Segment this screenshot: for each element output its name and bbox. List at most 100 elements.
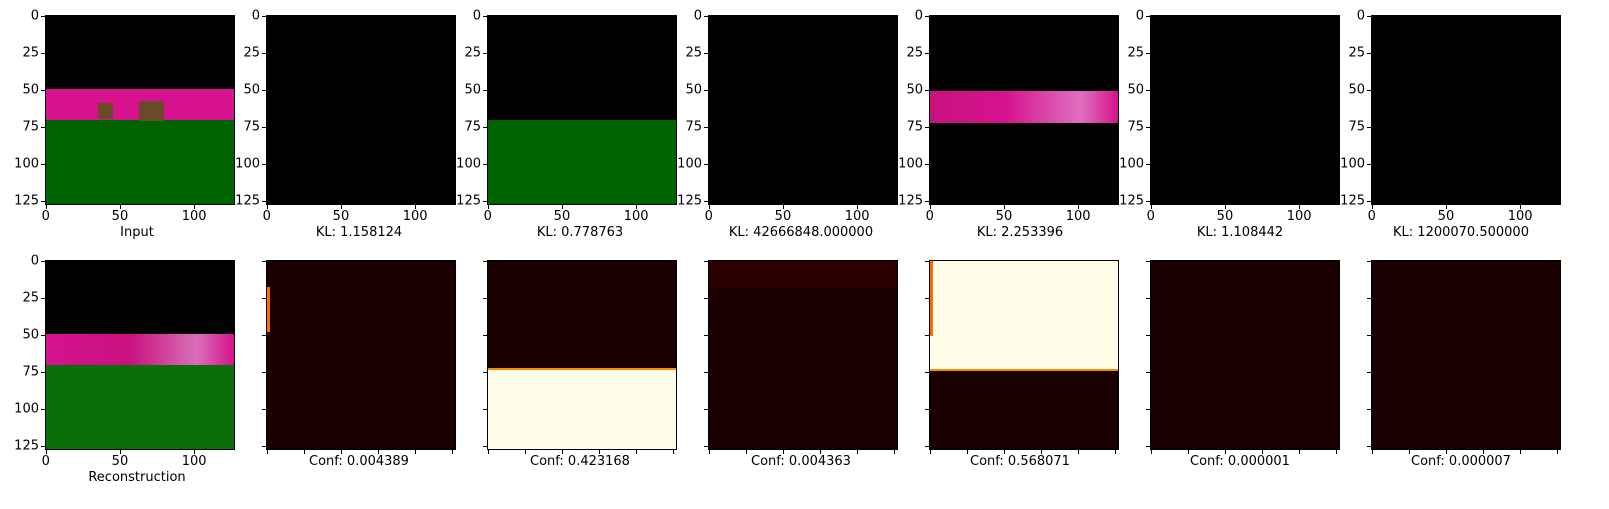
x-tick-label: 100 xyxy=(1286,209,1312,224)
y-tick xyxy=(483,15,487,17)
x-tick xyxy=(415,205,417,209)
y-tick xyxy=(262,201,266,203)
y-tick-label: 50 xyxy=(464,82,481,98)
y-tick-label: 25 xyxy=(906,45,923,61)
caption-conf-1: Conf: 0.004389 xyxy=(309,454,409,469)
y-tick xyxy=(1146,89,1150,91)
y-tick xyxy=(704,89,708,91)
y-tick-label: 75 xyxy=(906,119,923,135)
caption-kl-6: KL: 1200070.500000 xyxy=(1393,225,1529,240)
x-tick xyxy=(1557,450,1559,454)
x-tick xyxy=(1224,450,1226,454)
y-tick-label: 100 xyxy=(14,156,39,172)
x-tick xyxy=(1371,205,1373,209)
y-tick xyxy=(1367,334,1371,336)
y-tick-label: 0 xyxy=(1135,8,1144,24)
x-tick-label: 50 xyxy=(995,209,1013,224)
x-tick xyxy=(1150,450,1152,454)
y-tick xyxy=(262,89,266,91)
y-tick xyxy=(1367,52,1371,54)
y-tick xyxy=(1367,297,1371,299)
caption-kl-3: KL: 42666848.000000 xyxy=(728,225,874,240)
y-tick-label: 125 xyxy=(1119,193,1144,209)
y-tick xyxy=(925,260,929,262)
confident-region xyxy=(930,261,1118,371)
y-tick xyxy=(704,260,708,262)
y-tick-label: 100 xyxy=(898,156,923,172)
x-tick xyxy=(303,450,305,454)
reconstruction-image xyxy=(45,260,235,450)
caption-conf-6: Conf: 0.000007 xyxy=(1411,454,1511,469)
y-tick-label: 25 xyxy=(22,45,39,61)
y-tick xyxy=(1146,446,1150,448)
x-tick xyxy=(673,450,675,454)
y-tick xyxy=(41,15,45,17)
kl-panel-5 xyxy=(1150,15,1340,205)
y-tick-label: 75 xyxy=(464,119,481,135)
y-tick xyxy=(1146,127,1150,129)
y-tick xyxy=(925,297,929,299)
y-tick-label: 50 xyxy=(906,82,923,98)
y-tick xyxy=(925,127,929,129)
x-tick xyxy=(45,205,47,209)
x-tick-label: 100 xyxy=(402,209,428,224)
x-tick xyxy=(857,205,859,209)
x-tick-label: 0 xyxy=(483,209,492,224)
x-tick xyxy=(782,205,784,209)
x-tick xyxy=(266,205,268,209)
y-tick-label: 100 xyxy=(456,156,481,172)
x-tick xyxy=(1371,450,1373,454)
object-large xyxy=(139,101,164,121)
y-tick xyxy=(41,201,45,203)
y-tick xyxy=(704,127,708,129)
x-tick xyxy=(599,450,601,454)
x-tick-label: 100 xyxy=(181,209,207,224)
y-tick xyxy=(262,164,266,166)
x-tick xyxy=(340,450,342,454)
y-tick xyxy=(704,52,708,54)
y-tick xyxy=(704,372,708,374)
y-tick-label: 75 xyxy=(685,119,702,135)
y-tick xyxy=(1146,372,1150,374)
edge-highlight xyxy=(930,261,933,336)
y-tick xyxy=(1146,52,1150,54)
y-tick xyxy=(925,15,929,17)
confidence-map-2 xyxy=(487,260,677,450)
y-tick xyxy=(262,372,266,374)
x-tick xyxy=(378,450,380,454)
x-tick-label: 100 xyxy=(181,454,207,469)
x-tick xyxy=(194,205,196,209)
x-tick xyxy=(266,450,268,454)
x-tick-label: 50 xyxy=(1437,209,1455,224)
x-tick xyxy=(1150,205,1152,209)
y-tick xyxy=(1146,164,1150,166)
caption-kl-2: KL: 0.778763 xyxy=(536,225,624,240)
y-tick-label: 125 xyxy=(14,193,39,209)
y-tick xyxy=(483,446,487,448)
x-tick xyxy=(340,205,342,209)
y-tick-label: 50 xyxy=(243,82,260,98)
y-tick xyxy=(262,127,266,129)
y-tick xyxy=(262,446,266,448)
caption-kl-5: KL: 1.108442 xyxy=(1196,225,1284,240)
y-tick-label: 125 xyxy=(898,193,923,209)
x-tick-label: 50 xyxy=(332,209,350,224)
y-tick-label: 75 xyxy=(22,364,39,380)
kl-panel-2 xyxy=(487,15,677,205)
y-tick xyxy=(704,164,708,166)
y-tick-label: 100 xyxy=(1119,156,1144,172)
caption-reconstruction: Reconstruction xyxy=(88,470,186,485)
x-tick xyxy=(1187,450,1189,454)
y-tick-label: 75 xyxy=(1348,119,1365,135)
x-tick xyxy=(745,450,747,454)
y-tick-label: 50 xyxy=(1127,82,1144,98)
object-small xyxy=(98,103,113,119)
confidence-map-3 xyxy=(708,260,898,450)
y-tick-label: 25 xyxy=(685,45,702,61)
x-tick xyxy=(966,450,968,454)
y-tick xyxy=(1146,260,1150,262)
y-tick xyxy=(483,201,487,203)
y-tick xyxy=(704,201,708,203)
y-tick xyxy=(1146,15,1150,17)
y-tick-label: 75 xyxy=(1127,119,1144,135)
